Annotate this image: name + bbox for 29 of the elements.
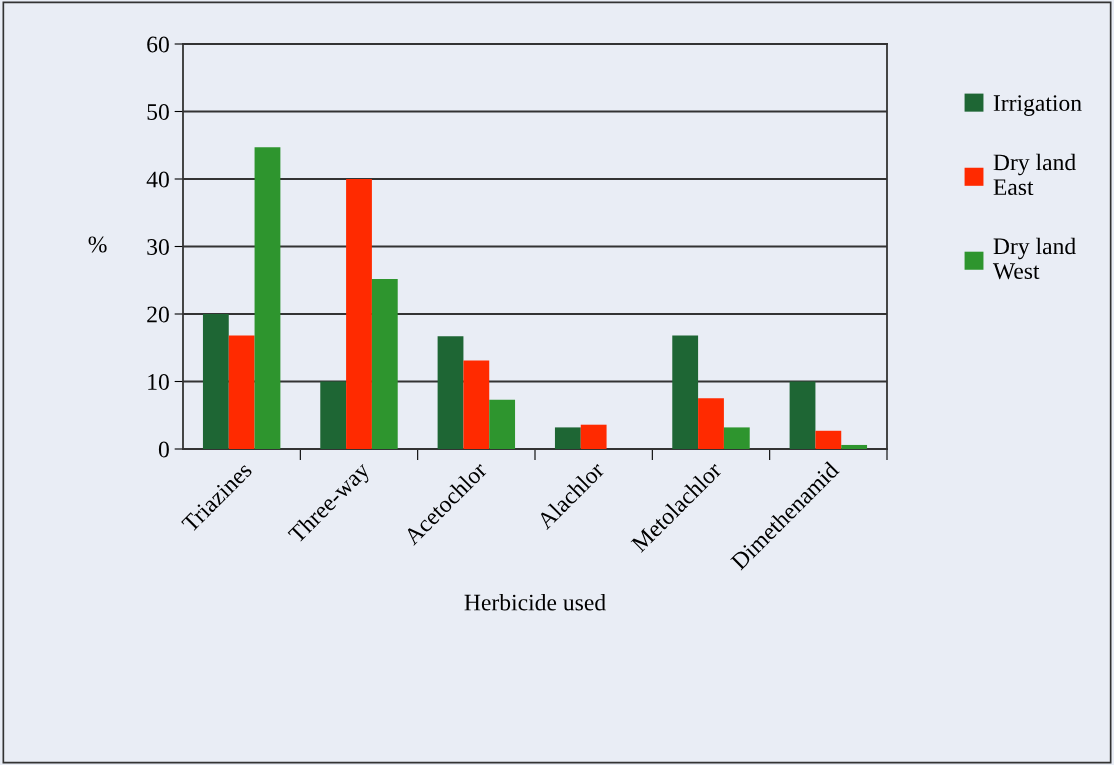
bar <box>320 381 347 449</box>
bar <box>371 278 398 449</box>
bar <box>228 335 255 449</box>
y-tick-label: 40 <box>146 171 169 188</box>
bar <box>254 147 281 449</box>
legend-label: Irrigation <box>993 95 1082 116</box>
bar <box>789 381 816 449</box>
bar <box>672 335 699 449</box>
y-tick-label: 30 <box>147 238 169 255</box>
y-tick-label: 20 <box>147 306 169 323</box>
x-axis-title: Herbicide used <box>464 593 606 611</box>
y-tick-label: 10 <box>148 373 169 390</box>
y-tick-label: 50 <box>147 103 169 120</box>
bar <box>202 314 229 449</box>
bar <box>554 427 581 449</box>
bar <box>723 427 750 449</box>
bar <box>580 424 607 449</box>
legend-label: Dry land East <box>993 153 1076 196</box>
y-tick-label: 60 <box>147 36 169 53</box>
bar <box>489 399 516 449</box>
y-axis-title: % <box>88 236 107 253</box>
y-tick-label: 0 <box>158 441 169 458</box>
bar <box>698 398 724 449</box>
bar <box>815 430 842 449</box>
bar <box>346 179 372 449</box>
legend-label: Dry land West <box>992 237 1076 280</box>
bar <box>463 360 490 449</box>
bar <box>841 444 868 449</box>
bar <box>437 336 464 449</box>
